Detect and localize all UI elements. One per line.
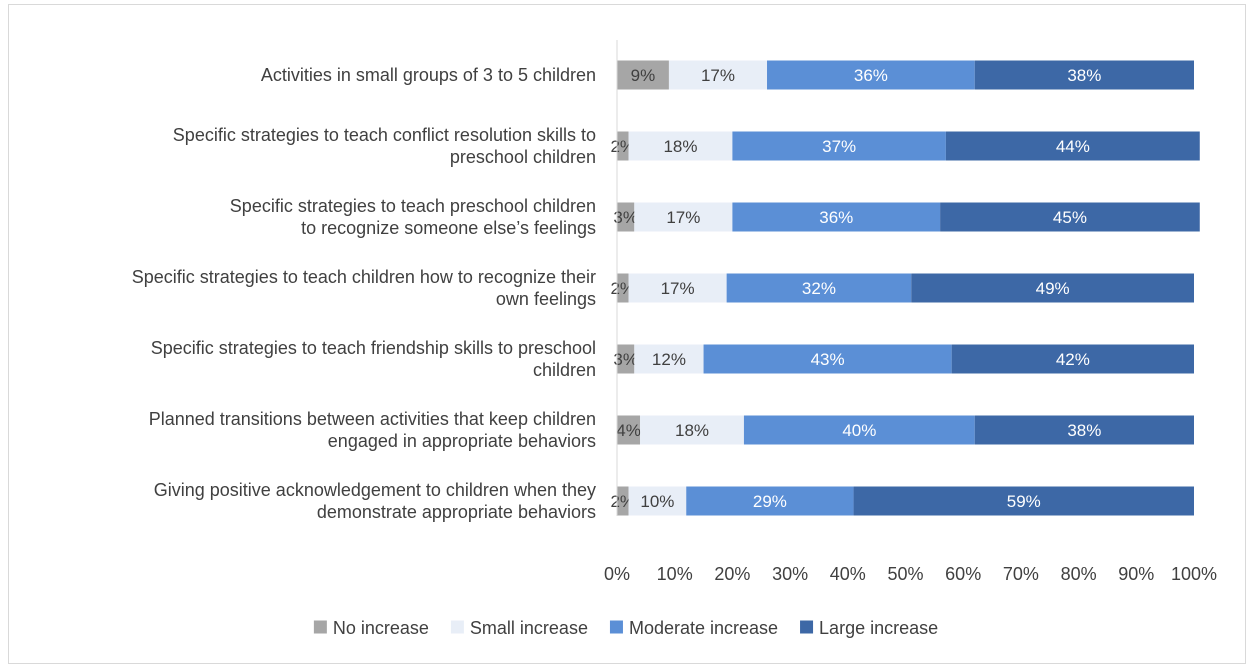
category-label: Specific strategies to teach children ho… xyxy=(132,267,596,287)
bar-segment xyxy=(951,344,1194,374)
legend-label: No increase xyxy=(333,618,429,638)
category-label: children xyxy=(533,360,596,380)
bar-segment xyxy=(634,202,733,232)
category-label: Specific strategies to teach preschool c… xyxy=(230,196,596,216)
data-label: 49% xyxy=(1036,279,1070,298)
legend-label: Moderate increase xyxy=(629,618,778,638)
data-label: 38% xyxy=(1067,421,1101,440)
bar-segment xyxy=(974,60,1194,90)
data-label: 17% xyxy=(666,208,700,227)
category-label: to recognize someone else’s feelings xyxy=(301,218,596,238)
data-label: 42% xyxy=(1056,350,1090,369)
data-label: 44% xyxy=(1056,137,1090,156)
legend-swatch xyxy=(609,620,623,634)
x-axis-ticks: 0% 10% 20% 30% 40% 50% 60% 70% 80% 90% 100% xyxy=(604,40,1217,584)
bar-segment xyxy=(617,60,669,90)
bar-segment xyxy=(628,273,727,303)
bar-segment xyxy=(617,415,641,445)
x-tick-label: 70% xyxy=(1003,564,1039,584)
category-labels: Activities in small groups of 3 to 5 chi… xyxy=(132,65,596,522)
bar-segment xyxy=(634,344,704,374)
data-label: 12% xyxy=(652,350,686,369)
bar-segment xyxy=(726,273,912,303)
bar-segment xyxy=(628,131,733,161)
x-tick-label: 60% xyxy=(945,564,981,584)
data-label: 17% xyxy=(701,66,735,85)
data-label: 38% xyxy=(1067,66,1101,85)
data-label: 18% xyxy=(675,421,709,440)
legend-item: No increase xyxy=(313,618,429,638)
category-label: Specific strategies to teach conflict re… xyxy=(173,125,596,145)
data-label: 3% xyxy=(613,208,638,227)
data-label: 4% xyxy=(616,421,641,440)
data-label: 43% xyxy=(811,350,845,369)
bar-segment xyxy=(640,415,744,445)
category-label: own feelings xyxy=(496,289,596,309)
x-tick-label: 0% xyxy=(604,564,630,584)
x-tick-label: 20% xyxy=(714,564,750,584)
bar-segment xyxy=(617,131,629,161)
legend-item: Large increase xyxy=(800,618,938,638)
category-label: engaged in appropriate behaviors xyxy=(328,431,596,451)
x-tick-label: 100% xyxy=(1171,564,1217,584)
bar-segment xyxy=(617,273,629,303)
bar-segment xyxy=(732,202,941,232)
bar-segment xyxy=(686,486,854,516)
bar-segment xyxy=(767,60,975,90)
category-label: Activities in small groups of 3 to 5 chi… xyxy=(261,65,596,85)
legend-swatch xyxy=(800,620,814,634)
x-tick-label: 50% xyxy=(887,564,923,584)
bar-segment xyxy=(911,273,1194,303)
legend-label: Large increase xyxy=(819,618,938,638)
bar-segment xyxy=(617,486,629,516)
data-label: 59% xyxy=(1007,492,1041,511)
bar-segment xyxy=(974,415,1194,445)
category-label: Specific strategies to teach friendship … xyxy=(151,338,596,358)
data-label: 45% xyxy=(1053,208,1087,227)
bars-layer: 9% 17% 36% 38%2% 18% 37% 44%3% 17% 36% 45%2% 17% 32… xyxy=(610,60,1200,516)
x-tick-label: 90% xyxy=(1118,564,1154,584)
legend-item: Small increase xyxy=(450,618,588,638)
bar-segment xyxy=(732,131,946,161)
category-label: Planned transitions between activities t… xyxy=(149,409,596,429)
x-tick-label: 40% xyxy=(830,564,866,584)
data-label: 17% xyxy=(661,279,695,298)
category-label: Giving positive acknowledgement to child… xyxy=(154,480,596,500)
bar-segment xyxy=(617,202,635,232)
category-label: demonstrate appropriate behaviors xyxy=(317,502,596,522)
data-label: 36% xyxy=(854,66,888,85)
bar-segment xyxy=(617,344,635,374)
legend-swatch xyxy=(313,620,327,634)
legend-swatch xyxy=(450,620,464,634)
legend: No increase Small increase Moderate increa… xyxy=(313,618,938,638)
x-tick-label: 10% xyxy=(657,564,693,584)
bar-segment xyxy=(853,486,1194,516)
data-label: 18% xyxy=(663,137,697,156)
category-label: preschool children xyxy=(450,147,596,167)
data-label: 10% xyxy=(640,492,674,511)
legend-label: Small increase xyxy=(470,618,588,638)
bar-segment xyxy=(628,486,687,516)
bar-segment xyxy=(703,344,952,374)
chart-frame xyxy=(8,4,1246,664)
data-label: 40% xyxy=(842,421,876,440)
bar-segment xyxy=(668,60,768,90)
data-label: 3% xyxy=(613,350,638,369)
bar-segment xyxy=(945,131,1200,161)
data-label: 36% xyxy=(819,208,853,227)
data-label: 37% xyxy=(822,137,856,156)
bar-segment xyxy=(940,202,1200,232)
data-label: 9% xyxy=(631,66,656,85)
data-label: 29% xyxy=(753,492,787,511)
x-tick-label: 30% xyxy=(772,564,808,584)
data-label: 32% xyxy=(802,279,836,298)
bar-segment xyxy=(743,415,975,445)
legend-item: Moderate increase xyxy=(609,618,778,638)
x-tick-label: 80% xyxy=(1061,564,1097,584)
